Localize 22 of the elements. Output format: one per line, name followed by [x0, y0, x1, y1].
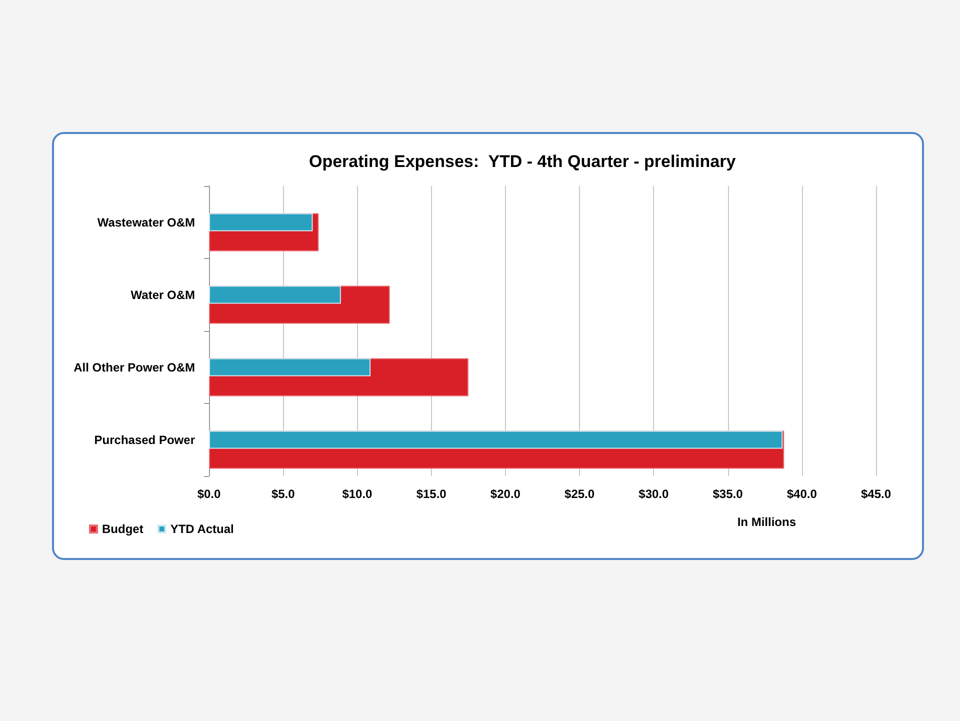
y-tick-label: Purchased Power: [94, 432, 196, 447]
bar: [209, 430, 783, 449]
x-tick-label: $30.0: [638, 487, 670, 501]
x-tick-label: $40.0: [786, 487, 818, 501]
y-tick-label: All Other Power O&M: [74, 360, 195, 374]
bar: [209, 358, 371, 376]
x-tick-label: $10.0: [342, 487, 373, 501]
y-tick-label: Water O&M: [130, 288, 195, 302]
bar: [209, 213, 313, 232]
x-axis-title: In Millions: [737, 515, 796, 529]
y-tick-label: Wastewater O&M: [97, 215, 195, 230]
x-tick-label: $5.0: [271, 487, 296, 501]
legend-label: YTD Actual: [170, 522, 234, 536]
chart-title: Operating Expenses: YTD - 4th Quarter - preliminary: [309, 152, 736, 171]
x-tick-label: $0.0: [197, 487, 221, 501]
x-tick-label: $45.0: [860, 487, 892, 501]
bar: [209, 286, 341, 304]
x-tick-label: $15.0: [416, 487, 447, 501]
legend-label: Budget: [102, 522, 144, 536]
x-tick-label: $25.0: [564, 487, 595, 501]
x-tick-label: $20.0: [490, 487, 521, 501]
x-tick-label: $35.0: [712, 487, 744, 501]
